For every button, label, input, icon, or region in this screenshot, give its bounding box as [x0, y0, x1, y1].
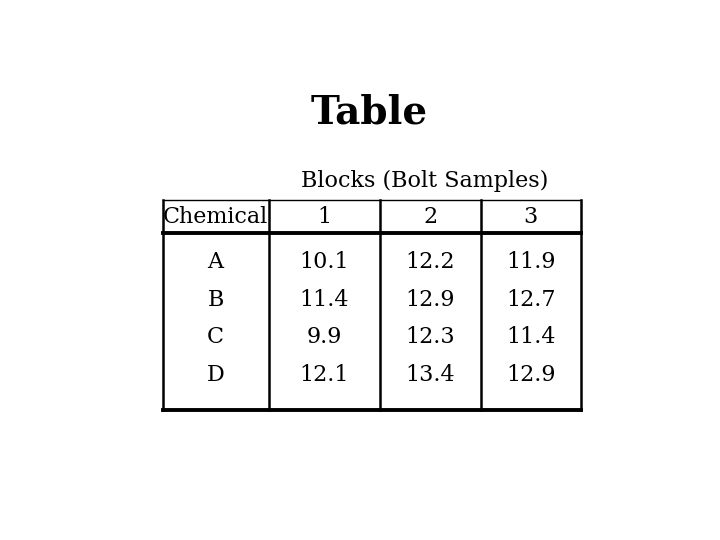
Text: C: C: [207, 326, 224, 348]
Text: 12.3: 12.3: [405, 326, 455, 348]
Text: 1: 1: [318, 206, 331, 227]
Text: 12.1: 12.1: [300, 363, 349, 386]
Text: 11.4: 11.4: [506, 326, 556, 348]
Text: D: D: [207, 363, 225, 386]
Text: 3: 3: [523, 206, 538, 227]
Text: 12.2: 12.2: [405, 251, 455, 273]
Text: 10.1: 10.1: [300, 251, 349, 273]
Text: B: B: [207, 289, 224, 310]
Text: Table: Table: [310, 94, 428, 132]
Text: 9.9: 9.9: [307, 326, 342, 348]
Text: 2: 2: [423, 206, 438, 227]
Text: 12.7: 12.7: [506, 289, 556, 310]
Text: 12.9: 12.9: [405, 289, 455, 310]
Text: Blocks (Bolt Samples): Blocks (Bolt Samples): [301, 170, 549, 192]
Text: 11.4: 11.4: [300, 289, 349, 310]
Text: 11.9: 11.9: [506, 251, 556, 273]
Text: Chemical: Chemical: [163, 206, 268, 227]
Text: 13.4: 13.4: [405, 363, 455, 386]
Text: 12.9: 12.9: [506, 363, 556, 386]
Text: A: A: [207, 251, 223, 273]
